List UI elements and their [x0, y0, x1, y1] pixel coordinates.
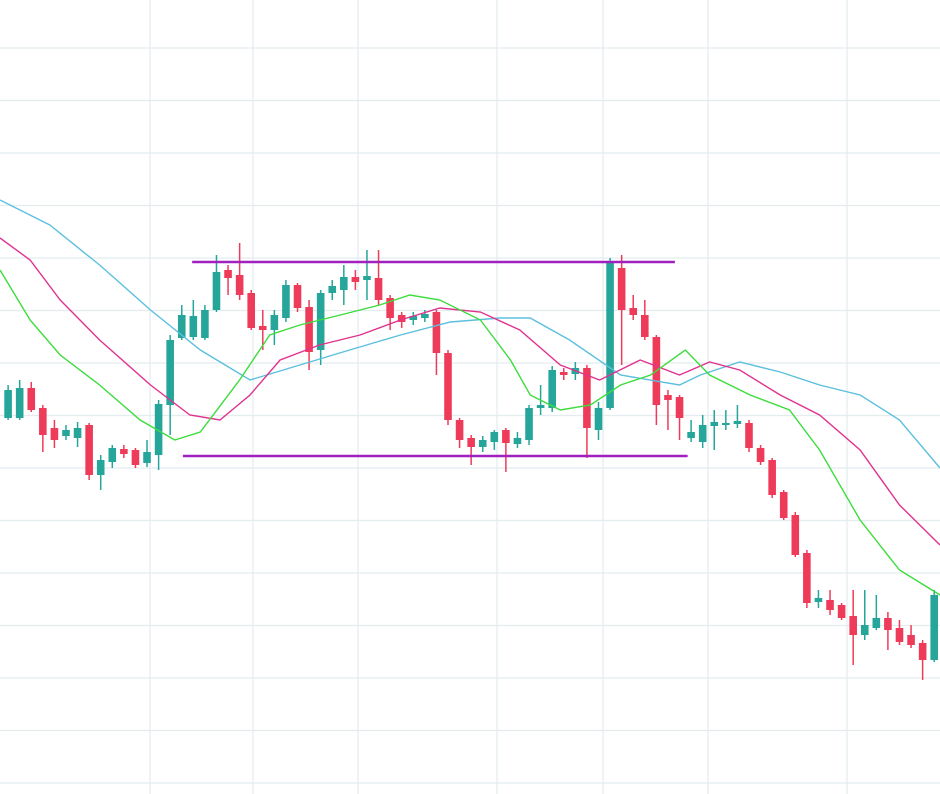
candle-body: [108, 448, 117, 462]
candle-body: [490, 432, 499, 442]
candle-body: [131, 450, 140, 465]
candle-body: [698, 425, 707, 442]
candle-body: [803, 553, 811, 603]
candle-body: [432, 312, 441, 353]
candle-body: [62, 430, 70, 436]
moving-average-line: [0, 269, 940, 596]
candle-body: [710, 422, 719, 426]
candle-body: [617, 268, 626, 310]
candle-body: [258, 326, 267, 330]
candle-body: [722, 423, 730, 425]
candle-body: [907, 635, 915, 645]
candle-body: [224, 270, 232, 278]
candle-body: [363, 276, 371, 280]
candle-body: [444, 353, 452, 420]
candle-body: [397, 315, 406, 322]
candle-body: [745, 423, 753, 448]
candle-body: [768, 460, 776, 495]
candle-body: [409, 316, 418, 320]
candle-body: [282, 285, 290, 318]
moving-average-line: [0, 237, 940, 546]
candle-body: [201, 310, 209, 338]
candle-body: [594, 408, 603, 430]
candle-body: [143, 452, 151, 463]
candle-body: [918, 643, 927, 660]
candle-body: [455, 420, 464, 440]
candle-body: [629, 308, 638, 315]
candle-body: [154, 404, 163, 455]
candle-body: [4, 390, 12, 418]
candle-body: [525, 408, 533, 440]
candle-body: [675, 397, 684, 418]
candle-body: [467, 438, 475, 447]
candle-body: [837, 605, 846, 618]
candle-body: [73, 428, 82, 438]
candle-body: [664, 395, 672, 400]
candle-body: [559, 372, 568, 375]
candle-body: [733, 421, 742, 424]
candle-body: [212, 272, 221, 310]
candle-body: [270, 315, 279, 330]
candle-body: [166, 340, 174, 405]
candle-body: [305, 307, 313, 352]
candle-body: [779, 492, 788, 518]
candle-body: [583, 368, 591, 428]
candle-body: [814, 598, 823, 602]
candle-body: [351, 277, 360, 282]
moving-average-line: [0, 199, 940, 469]
candle-body: [27, 388, 36, 410]
candle-body: [849, 616, 857, 635]
candle-body: [96, 460, 105, 475]
candle-body: [293, 285, 302, 308]
candle-body: [826, 600, 834, 610]
candle-body: [930, 595, 939, 660]
candle-body: [641, 315, 649, 337]
candle-body: [478, 440, 487, 447]
candle-body: [50, 428, 59, 440]
candle-body: [884, 618, 892, 630]
candle-body: [235, 275, 244, 295]
candle-body: [316, 293, 325, 350]
candle-body: [386, 298, 394, 318]
candle-body: [189, 316, 198, 337]
candle-body: [895, 628, 904, 642]
candle-body: [536, 405, 545, 408]
candle-body: [513, 438, 522, 444]
candle-body: [328, 286, 337, 293]
candle-body: [872, 618, 881, 628]
candle-body: [791, 515, 800, 555]
candle-body: [120, 449, 128, 454]
candle-body: [687, 432, 695, 438]
candle-body: [247, 293, 256, 328]
candle-body: [340, 277, 348, 290]
candle-body: [860, 625, 869, 635]
candle-body: [421, 314, 429, 318]
candle-body: [15, 388, 24, 418]
candle-body: [85, 425, 93, 475]
candle-body: [39, 408, 47, 435]
candle-body: [606, 262, 614, 408]
candle-body: [374, 278, 383, 300]
candle-body: [502, 430, 510, 443]
candle-body: [548, 370, 556, 408]
candle-body: [756, 448, 765, 462]
candle-body: [177, 315, 186, 338]
